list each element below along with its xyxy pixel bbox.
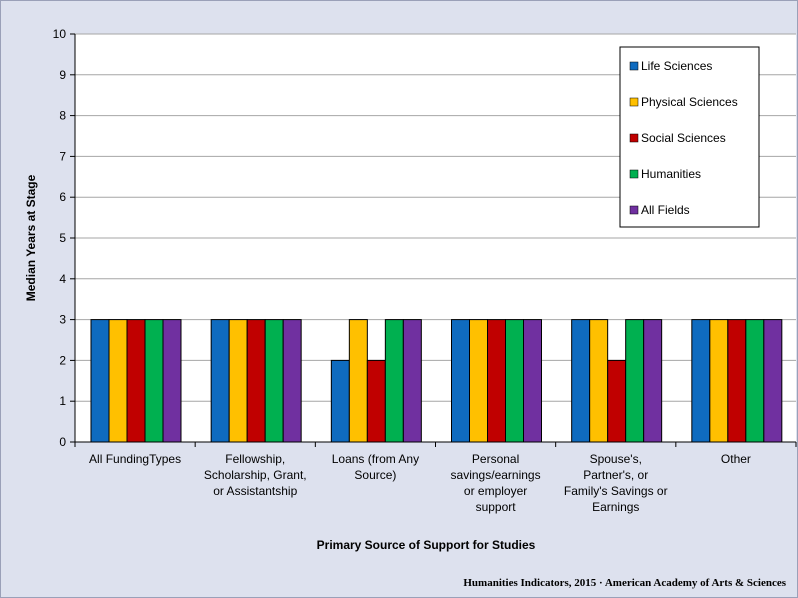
bar-social-sciences bbox=[246, 319, 266, 443]
x-category-label: Fellowship, bbox=[225, 452, 285, 466]
y-tick-label: 6 bbox=[59, 190, 66, 204]
x-category-label: support bbox=[476, 500, 517, 514]
bar-all-fields bbox=[282, 319, 302, 443]
bar-humanities bbox=[384, 319, 404, 443]
bar-life-sciences bbox=[330, 359, 350, 443]
bar-all-fields bbox=[763, 319, 783, 443]
y-tick-label: 0 bbox=[59, 435, 66, 449]
legend: Life Sciences Physical Sciences Social Sci… bbox=[619, 46, 760, 228]
x-category-label: Scholarship, Grant, bbox=[204, 468, 307, 482]
x-axis-title: Primary Source of Support for Studies bbox=[317, 538, 536, 552]
bar-social-sciences bbox=[487, 319, 506, 443]
legend-box bbox=[619, 46, 760, 228]
bar-physical-sciences bbox=[348, 319, 368, 443]
y-axis-title: Median Years at Stage bbox=[24, 174, 38, 301]
bar-humanities bbox=[625, 319, 645, 443]
bar-humanities bbox=[745, 319, 765, 443]
bar-all-fields bbox=[523, 319, 542, 443]
x-category-label: Family's Savings or bbox=[564, 484, 668, 498]
x-category-label: All FundingTypes bbox=[89, 452, 181, 466]
bar-all-fields bbox=[162, 319, 182, 443]
x-category-label: Loans (from Any bbox=[332, 452, 419, 466]
bar-all-fields bbox=[643, 319, 663, 443]
credit-line: Humanities Indicators, 2015 · American A… bbox=[463, 577, 786, 589]
bar-life-sciences bbox=[691, 319, 711, 443]
x-category-label: Source) bbox=[354, 468, 396, 482]
bar-life-sciences bbox=[451, 319, 470, 443]
bar-physical-sciences bbox=[709, 319, 729, 443]
y-tick-label: 4 bbox=[59, 272, 66, 286]
bar-physical-sciences bbox=[228, 319, 248, 443]
legend-swatch bbox=[629, 97, 639, 107]
bar-social-sciences bbox=[366, 359, 386, 443]
bars bbox=[90, 319, 783, 443]
y-tick-label: 10 bbox=[53, 27, 67, 41]
legend-swatch bbox=[629, 205, 639, 215]
legend-swatch bbox=[629, 169, 639, 179]
bar-humanities bbox=[144, 319, 164, 443]
bar-humanities bbox=[264, 319, 284, 443]
bar-life-sciences bbox=[571, 319, 591, 443]
y-tick-label: 9 bbox=[59, 68, 66, 82]
legend-label: Life Sciences bbox=[641, 59, 712, 73]
bar-all-fields bbox=[402, 319, 422, 443]
y-tick-label: 5 bbox=[59, 231, 66, 245]
x-category-label: Partner's, or bbox=[583, 468, 648, 482]
y-tick-label: 8 bbox=[59, 109, 66, 123]
legend-swatch bbox=[629, 61, 639, 71]
x-category-labels: All FundingTypes Fellowship, Scholarship, … bbox=[89, 452, 751, 514]
x-category-label: or Assistantship bbox=[213, 484, 297, 498]
bar-social-sciences bbox=[727, 319, 747, 443]
y-tick-label: 3 bbox=[59, 313, 66, 327]
y-tick-label: 7 bbox=[59, 149, 66, 163]
bar-humanities bbox=[505, 319, 524, 443]
bar-physical-sciences bbox=[469, 319, 488, 443]
bar-life-sciences bbox=[90, 319, 110, 443]
axes bbox=[74, 34, 797, 447]
legend-label: Physical Sciences bbox=[641, 95, 738, 109]
bar-social-sciences bbox=[126, 319, 146, 443]
y-tick-labels: 0 1 2 3 4 5 6 7 8 9 10 bbox=[53, 27, 67, 449]
x-category-label: or employer bbox=[464, 484, 527, 498]
y-tick-label: 1 bbox=[59, 394, 66, 408]
legend-label: Social Sciences bbox=[641, 131, 726, 145]
x-category-label: Earnings bbox=[592, 500, 639, 514]
y-tick-label: 2 bbox=[59, 353, 66, 367]
legend-label: Humanities bbox=[641, 167, 701, 181]
x-category-label: Personal bbox=[472, 452, 519, 466]
bar-physical-sciences bbox=[108, 319, 128, 443]
bar-life-sciences bbox=[210, 319, 230, 443]
bar-physical-sciences bbox=[589, 319, 609, 443]
legend-label: All Fields bbox=[641, 203, 690, 217]
bar-social-sciences bbox=[607, 359, 627, 443]
x-category-label: savings/earnings bbox=[451, 468, 541, 482]
legend-swatch bbox=[629, 133, 639, 143]
x-category-label: Spouse's, bbox=[590, 452, 642, 466]
x-category-label: Other bbox=[721, 452, 751, 466]
